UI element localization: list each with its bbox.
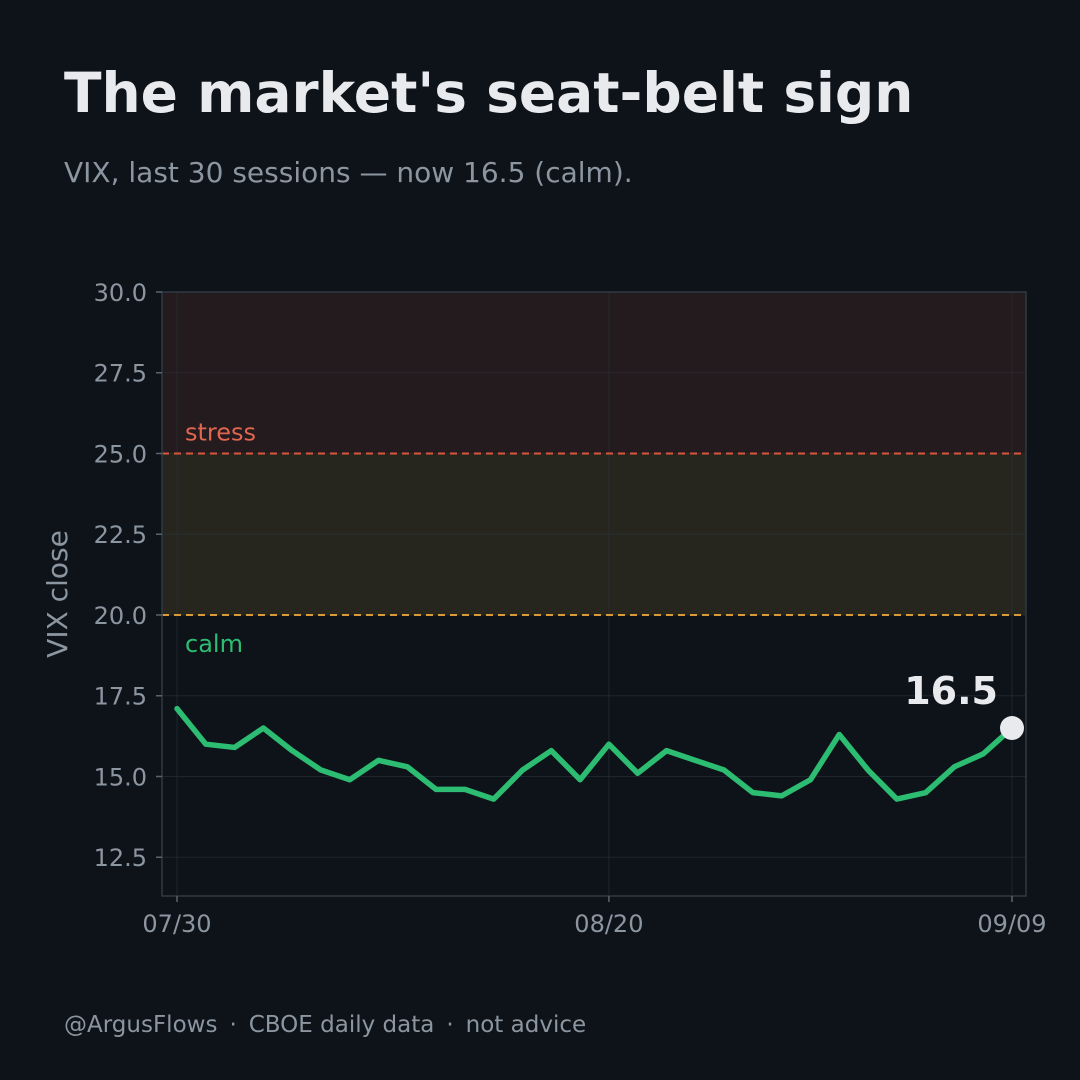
series-line (174, 705, 1015, 802)
y-tick-label: 25.0 (94, 440, 147, 468)
y-tick-label: 12.5 (94, 844, 147, 872)
last-value-marker (1000, 716, 1024, 741)
x-tick-label: 09/09 (977, 910, 1046, 938)
threshold-label-stress: stress (185, 418, 256, 446)
plot-frame (161, 291, 1027, 897)
y-axis-label: VIX close (41, 530, 74, 658)
footer-separator: · (446, 1012, 454, 1038)
y-tick-label: 20.0 (94, 602, 147, 630)
y-tick-label: 22.5 (94, 521, 147, 549)
last-value-label: 16.5 (904, 669, 998, 713)
footer-handle: @ArgusFlows (64, 1012, 218, 1038)
x-tick-label: 07/30 (142, 910, 211, 938)
chart-subtitle: VIX, last 30 sessions — now 16.5 (calm). (64, 156, 633, 189)
y-tick-label: 30.0 (94, 279, 147, 307)
footer: @ArgusFlows · CBOE daily data · not advice (64, 1012, 586, 1040)
y-tick-label: 15.0 (94, 763, 147, 791)
y-tick-label: 27.5 (94, 360, 147, 388)
footer-disclaimer: not advice (465, 1012, 587, 1038)
y-tick-label: 17.5 (94, 683, 147, 711)
footer-separator: · (229, 1012, 237, 1038)
x-tick-label: 08/20 (574, 910, 643, 938)
threshold-label-calm: calm (185, 630, 243, 658)
chart-title: The market's seat-belt sign (64, 61, 914, 125)
footer-source: CBOE daily data (248, 1012, 435, 1038)
